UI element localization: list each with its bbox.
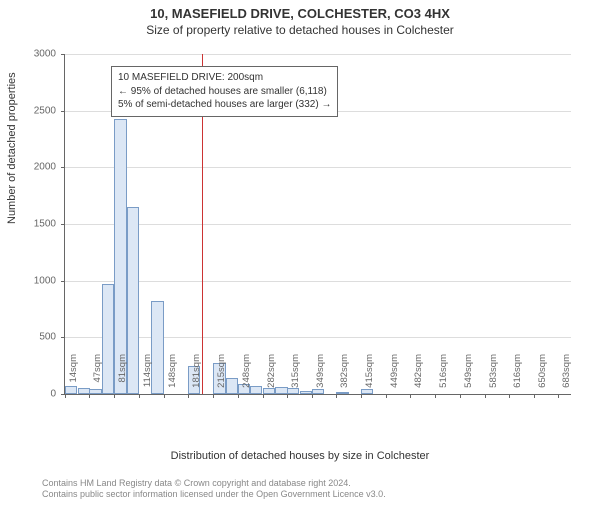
x-tick-mark	[485, 394, 486, 398]
grid-line	[65, 167, 571, 168]
y-tick-mark	[61, 337, 65, 338]
x-tick-mark	[386, 394, 387, 398]
x-tick-label: 650sqm	[537, 354, 548, 398]
x-tick-label: 315sqm	[290, 354, 301, 398]
y-tick-label: 0	[16, 389, 56, 400]
x-tick-label: 683sqm	[561, 354, 572, 398]
x-tick-mark	[336, 394, 337, 398]
y-tick-label: 1000	[16, 275, 56, 286]
x-tick-label: 47sqm	[92, 354, 103, 398]
histogram-bar	[114, 119, 126, 394]
x-tick-label: 81sqm	[117, 354, 128, 398]
y-tick-mark	[61, 224, 65, 225]
histogram-bar	[300, 391, 312, 394]
x-tick-label: 449sqm	[389, 354, 400, 398]
y-tick-label: 2500	[16, 105, 56, 116]
chart-area: 14sqm47sqm81sqm114sqm148sqm181sqm215sqm2…	[64, 54, 570, 394]
x-tick-mark	[164, 394, 165, 398]
histogram-bar	[127, 207, 139, 394]
x-tick-label: 382sqm	[339, 354, 350, 398]
y-tick-mark	[61, 281, 65, 282]
x-tick-mark	[114, 394, 115, 398]
y-tick-label: 2000	[16, 162, 56, 173]
x-tick-label: 148sqm	[167, 354, 178, 398]
chart-container: 10, MASEFIELD DRIVE, COLCHESTER, CO3 4HX…	[0, 6, 600, 506]
chart-subtitle: Size of property relative to detached ho…	[0, 23, 600, 37]
x-tick-label: 215sqm	[216, 354, 227, 398]
y-tick-mark	[61, 167, 65, 168]
x-tick-label: 282sqm	[266, 354, 277, 398]
histogram-bar	[226, 378, 238, 394]
annotation-line-2: ← 95% of detached houses are smaller (6,…	[118, 85, 331, 99]
x-tick-label: 583sqm	[488, 354, 499, 398]
x-tick-label: 349sqm	[315, 354, 326, 398]
footer-line-1: Contains HM Land Registry data © Crown c…	[42, 478, 386, 489]
grid-line	[65, 224, 571, 225]
x-tick-mark	[534, 394, 535, 398]
x-tick-mark	[139, 394, 140, 398]
grid-line	[65, 281, 571, 282]
x-tick-mark	[312, 394, 313, 398]
x-tick-mark	[435, 394, 436, 398]
x-tick-mark	[263, 394, 264, 398]
x-tick-label: 549sqm	[463, 354, 474, 398]
x-tick-mark	[460, 394, 461, 398]
footer-line-2: Contains public sector information licen…	[42, 489, 386, 500]
x-tick-label: 616sqm	[512, 354, 523, 398]
x-tick-mark	[213, 394, 214, 398]
y-tick-mark	[61, 111, 65, 112]
y-tick-label: 3000	[16, 49, 56, 60]
x-tick-label: 516sqm	[438, 354, 449, 398]
grid-line	[65, 337, 571, 338]
y-tick-mark	[61, 54, 65, 55]
y-tick-label: 1500	[16, 219, 56, 230]
y-tick-label: 500	[16, 332, 56, 343]
x-tick-mark	[238, 394, 239, 398]
chart-footer: Contains HM Land Registry data © Crown c…	[42, 478, 386, 501]
x-tick-label: 248sqm	[241, 354, 252, 398]
plot-area: 14sqm 47sqm 81sqm 114sqm 148sqm 181sqm 215sqm 2…	[64, 54, 571, 395]
y-axis-label: Number of detached properties	[6, 72, 18, 224]
x-tick-mark	[287, 394, 288, 398]
x-tick-label: 114sqm	[142, 354, 153, 398]
annotation-box: 10 MASEFIELD DRIVE: 200sqm← 95% of detac…	[111, 66, 338, 117]
x-tick-label: 14sqm	[68, 354, 79, 398]
x-tick-label: 415sqm	[364, 354, 375, 398]
x-tick-mark	[410, 394, 411, 398]
x-tick-mark	[509, 394, 510, 398]
x-tick-mark	[558, 394, 559, 398]
annotation-line-3: 5% of semi-detached houses are larger (3…	[118, 98, 331, 112]
x-axis-label: Distribution of detached houses by size …	[0, 450, 600, 462]
histogram-bar	[102, 284, 114, 394]
histogram-bar	[275, 387, 287, 394]
x-tick-label: 181sqm	[191, 354, 202, 398]
histogram-bar	[151, 301, 163, 394]
annotation-line-1: 10 MASEFIELD DRIVE: 200sqm	[118, 71, 331, 85]
chart-title: 10, MASEFIELD DRIVE, COLCHESTER, CO3 4HX	[0, 6, 600, 21]
grid-line	[65, 54, 571, 55]
x-tick-mark	[361, 394, 362, 398]
x-tick-label: 482sqm	[413, 354, 424, 398]
x-tick-mark	[188, 394, 189, 398]
x-tick-mark	[89, 394, 90, 398]
histogram-bar	[78, 388, 90, 394]
x-tick-mark	[65, 394, 66, 398]
